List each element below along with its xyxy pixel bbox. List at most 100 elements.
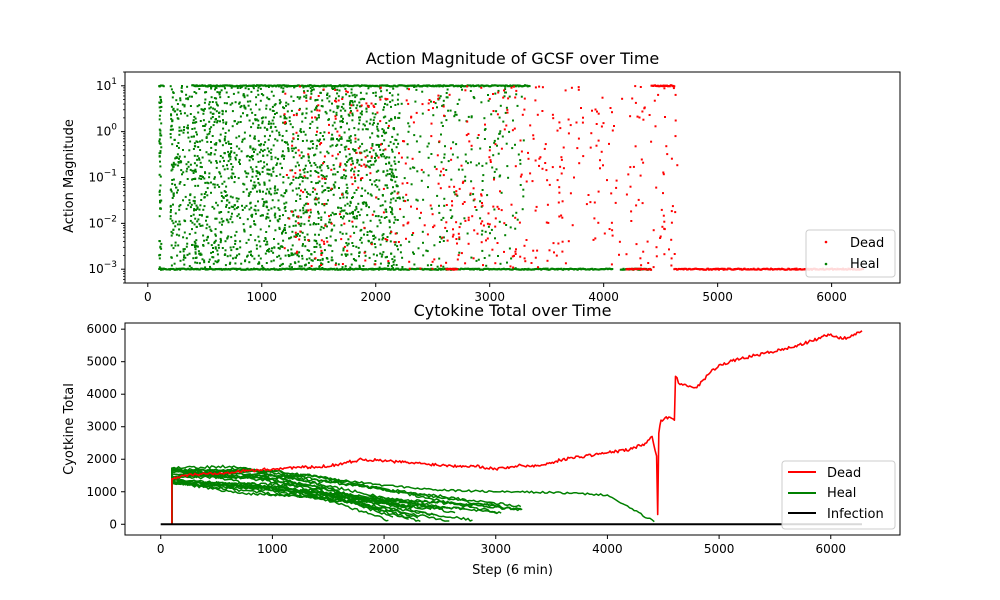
data-point [412, 232, 415, 234]
data-point [507, 176, 510, 179]
data-point [170, 113, 172, 116]
data-point [475, 259, 478, 262]
data-point [229, 218, 232, 221]
data-point [660, 208, 663, 211]
data-point [213, 186, 216, 189]
data-point [244, 87, 247, 90]
data-point [504, 111, 507, 114]
data-point [377, 156, 380, 159]
data-point [308, 215, 311, 218]
data-point [386, 173, 389, 176]
data-point [383, 106, 385, 109]
data-point [427, 109, 430, 111]
data-point [267, 86, 270, 88]
data-point [653, 99, 656, 102]
data-point [382, 233, 385, 236]
data-point [320, 249, 323, 252]
data-point [358, 251, 361, 254]
data-point [191, 178, 194, 181]
data-point [316, 117, 318, 120]
data-point [359, 179, 362, 182]
data-point [192, 178, 195, 180]
data-point [257, 209, 260, 212]
data-point [221, 182, 224, 185]
data-point [474, 206, 477, 208]
data-point [345, 232, 348, 235]
data-point [546, 259, 549, 262]
data-point [307, 202, 310, 205]
data-point [427, 102, 430, 105]
data-point [515, 248, 517, 251]
data-point [390, 164, 393, 167]
data-point [250, 156, 253, 159]
data-point [158, 128, 161, 131]
data-point [455, 190, 458, 193]
data-point [319, 228, 322, 231]
data-point [288, 225, 291, 228]
data-point [159, 175, 162, 178]
data-point [282, 106, 284, 109]
data-point [279, 264, 282, 267]
data-point [239, 115, 242, 118]
data-point [287, 103, 290, 106]
data-point [348, 137, 351, 140]
data-point [469, 192, 472, 195]
data-point [257, 178, 260, 180]
data-point [392, 260, 395, 263]
data-point [341, 193, 343, 196]
data-point [672, 87, 675, 90]
x-tick-label: 4000 [592, 542, 623, 556]
data-point [318, 109, 321, 112]
data-point [297, 215, 300, 218]
data-point [213, 177, 216, 180]
data-point [194, 184, 197, 187]
data-point [224, 132, 227, 134]
data-point [227, 235, 230, 238]
data-point [337, 139, 340, 142]
data-point [357, 138, 360, 141]
data-point [190, 203, 193, 206]
data-point [251, 187, 254, 190]
data-point [328, 218, 331, 221]
data-point [268, 120, 271, 123]
data-point [195, 245, 198, 248]
data-point [176, 103, 179, 105]
data-point [251, 215, 253, 218]
data-point [302, 243, 304, 246]
data-point [289, 169, 292, 172]
data-point [397, 241, 400, 243]
data-point [407, 102, 410, 105]
data-point [198, 88, 201, 90]
data-point [279, 101, 282, 104]
data-point [450, 178, 453, 181]
data-point [216, 119, 219, 122]
data-point [179, 181, 182, 183]
data-point [303, 171, 306, 174]
data-point [301, 113, 304, 116]
data-point [317, 201, 320, 204]
data-point [342, 196, 345, 199]
data-point [334, 181, 337, 184]
data-point [268, 168, 271, 171]
data-point [441, 104, 444, 107]
data-point [456, 156, 459, 159]
data-point [170, 209, 172, 211]
data-point [307, 192, 310, 195]
data-point [185, 245, 188, 248]
data-point [283, 192, 286, 194]
data-point [159, 207, 162, 210]
data-point [267, 209, 270, 212]
data-point [193, 142, 196, 145]
data-point [303, 91, 306, 94]
data-point [252, 184, 255, 187]
data-point [528, 85, 531, 88]
data-point [496, 205, 499, 208]
data-point [470, 115, 473, 118]
data-point [497, 91, 500, 94]
data-point [210, 96, 213, 99]
data-point [354, 177, 357, 180]
data-point [379, 243, 382, 246]
data-point [303, 90, 305, 93]
data-point [195, 208, 197, 211]
data-point [356, 159, 359, 162]
